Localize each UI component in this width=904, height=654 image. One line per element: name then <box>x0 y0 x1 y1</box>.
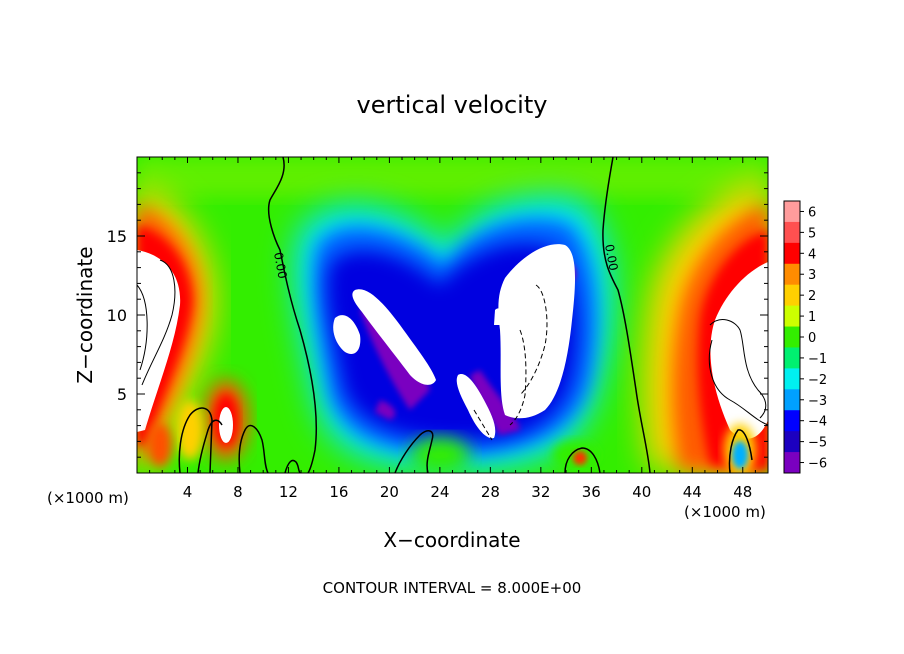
colorbar-swatch <box>784 305 800 328</box>
x-unit-right: (×1000 m) <box>684 503 766 521</box>
chart-title: vertical velocity <box>357 91 548 119</box>
colorbar-label: −4 <box>808 415 827 430</box>
left-updraft <box>137 185 248 473</box>
y-tick-label: 15 <box>107 227 127 246</box>
colorbar-label: 2 <box>808 289 816 304</box>
y-axis-label: Z−coordinate <box>73 246 97 383</box>
x-tick-label: 4 <box>183 483 193 501</box>
colorbar-label: 1 <box>808 310 816 325</box>
colorbar-label: −5 <box>808 436 827 451</box>
x-tick-label: 40 <box>632 483 651 501</box>
colorbar-swatch <box>784 410 800 432</box>
strong-downdraft-patches <box>333 244 576 441</box>
colorbar: 6 5 4 3 2 1 0 −1 −2 −3 −4 −5 −6 <box>783 200 827 474</box>
right-updraft <box>642 180 768 473</box>
colorbar-label: 4 <box>808 247 816 262</box>
colorbar-label: −1 <box>808 352 827 367</box>
colorbar-swatch <box>784 284 800 307</box>
y-tick-label: 5 <box>117 385 127 404</box>
x-tick-label: 8 <box>233 483 243 501</box>
velocity-field: 0.00 0.00 <box>137 157 768 473</box>
colorbar-swatch <box>784 452 800 474</box>
colorbar-label: 3 <box>808 268 816 283</box>
x-axis: 4 8 12 16 20 24 28 32 36 40 44 48 <box>149 157 756 501</box>
x-unit-left: (×1000 m) <box>47 489 129 507</box>
x-tick-label: 24 <box>430 483 449 501</box>
x-tick-label: 28 <box>481 483 500 501</box>
zero-contours <box>178 157 753 473</box>
colorbar-swatch <box>784 389 800 411</box>
colorbar-swatch <box>784 431 800 453</box>
colorbar-label: 5 <box>808 226 816 241</box>
colorbar-swatch <box>784 368 800 390</box>
x-tick-label: 20 <box>380 483 399 501</box>
contour-label-left: 0.00 <box>271 251 289 280</box>
x-tick-label: 12 <box>279 483 298 501</box>
y-tick-label: 10 <box>107 306 127 325</box>
colorbar-swatch <box>784 201 800 223</box>
y-axis: 5 10 15 <box>107 172 768 458</box>
colorbar-swatch <box>784 326 800 348</box>
colorbar-label: −3 <box>808 394 827 409</box>
colorbar-swatch <box>784 263 800 286</box>
colorbar-label: −6 <box>808 457 827 472</box>
colorbar-swatch <box>784 242 800 265</box>
colorbar-label: −2 <box>808 373 827 388</box>
colorbar-label: 0 <box>808 331 816 346</box>
contour-label-right: 0.00 <box>602 243 620 272</box>
x-tick-label: 44 <box>683 483 702 501</box>
x-tick-label: 36 <box>582 483 601 501</box>
colorbar-label: 6 <box>808 205 816 220</box>
colorbar-swatch <box>784 347 800 369</box>
contour-interval: CONTOUR INTERVAL = 8.000E+00 <box>323 579 582 597</box>
x-tick-label: 48 <box>733 483 752 501</box>
x-tick-label: 16 <box>329 483 348 501</box>
x-axis-label: X−coordinate <box>383 528 520 552</box>
x-tick-label: 32 <box>531 483 550 501</box>
colorbar-swatch <box>784 221 800 244</box>
